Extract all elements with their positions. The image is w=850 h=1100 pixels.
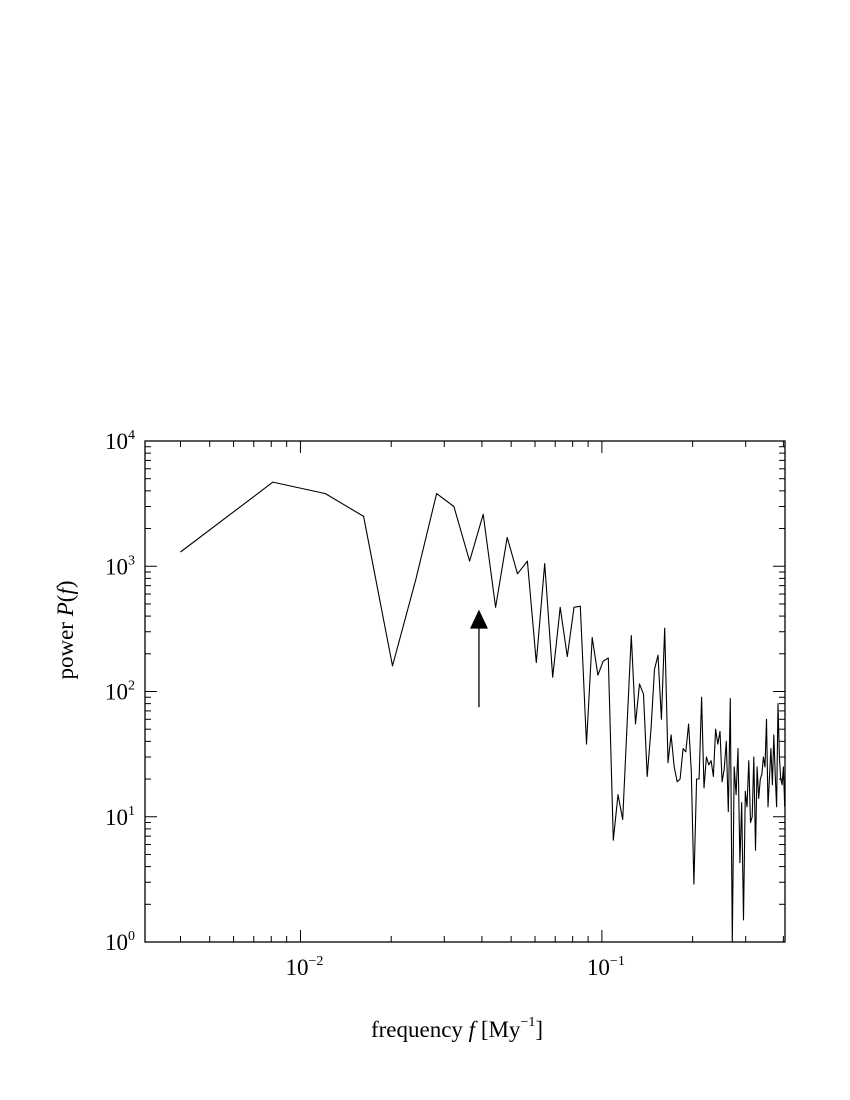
y-axis-title-arg: f xyxy=(53,585,78,595)
y-axis-title-open: ( xyxy=(53,595,78,603)
y-axis-title-variable: P xyxy=(53,602,78,617)
x-axis-title-unit-close: ] xyxy=(535,1017,543,1042)
y-axis-title-close: ) xyxy=(53,580,78,588)
y-axis-title-prefix: power xyxy=(53,616,78,679)
power-series-line xyxy=(180,481,786,943)
x-tick-labels: 10−2 10−1 xyxy=(285,954,624,980)
arrow-head xyxy=(469,609,488,629)
x-tick-label-1: 10−1 xyxy=(587,954,625,980)
y-tick-labels: 100 101 102 103 104 xyxy=(105,428,135,955)
x-axis-title-variable: f xyxy=(469,1017,479,1042)
y-tick-label-1: 101 xyxy=(105,804,135,830)
y-tick-label-3: 103 xyxy=(105,553,135,579)
y-tick-label-2: 102 xyxy=(105,679,135,705)
y-tick-label-4: 104 xyxy=(105,428,135,454)
x-axis-title: frequency f [My−1] xyxy=(371,1015,543,1042)
major-ticks xyxy=(145,440,785,943)
x-tick-label-0: 10−2 xyxy=(285,954,323,980)
peak-arrow-annotation xyxy=(469,609,488,708)
x-axis-title-unit-exponent: −1 xyxy=(520,1015,535,1030)
plot-frame xyxy=(144,440,786,943)
x-axis-title-prefix: frequency xyxy=(371,1017,469,1042)
y-tick-label-0: 100 xyxy=(105,929,135,955)
y-axis-title: power P(f) xyxy=(53,580,78,679)
x-axis-title-unit-open: [My xyxy=(475,1017,521,1042)
minor-ticks xyxy=(145,441,785,942)
